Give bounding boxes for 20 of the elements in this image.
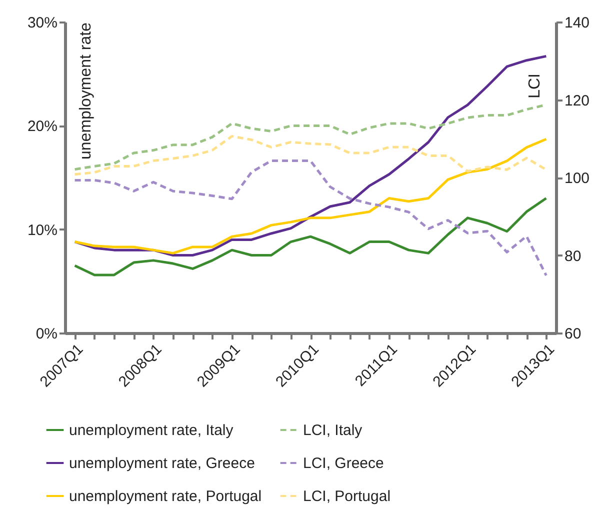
y-tick-label: 20% <box>27 118 58 136</box>
legend-label: LCI, Portugal <box>303 488 391 505</box>
y2-tick-label: 120 <box>564 92 590 110</box>
legend-label: unemployment rate, Portugal <box>69 488 262 505</box>
y2-tick-label: 100 <box>564 170 590 187</box>
y-tick-label: 0% <box>36 326 58 342</box>
y2-axis-title: LCI <box>526 74 544 98</box>
y-tick-label: 30% <box>27 14 58 32</box>
y-tick-label: 10% <box>27 222 58 239</box>
line-series <box>74 160 548 277</box>
line-series <box>74 196 548 276</box>
line-series <box>74 54 548 256</box>
y2-tick-label: 140 <box>564 14 590 32</box>
legend-label: unemployment rate, Italy <box>69 422 234 439</box>
y2-tick-label: 60 <box>564 326 582 342</box>
y2-tick-label: 80 <box>564 248 582 265</box>
legend-label: unemployment rate, Greece <box>69 455 255 472</box>
legend-label: LCI, Italy <box>303 422 363 439</box>
y-axis-title: unemployment rate <box>78 22 94 160</box>
legend-label: LCI, Greece <box>303 455 384 472</box>
